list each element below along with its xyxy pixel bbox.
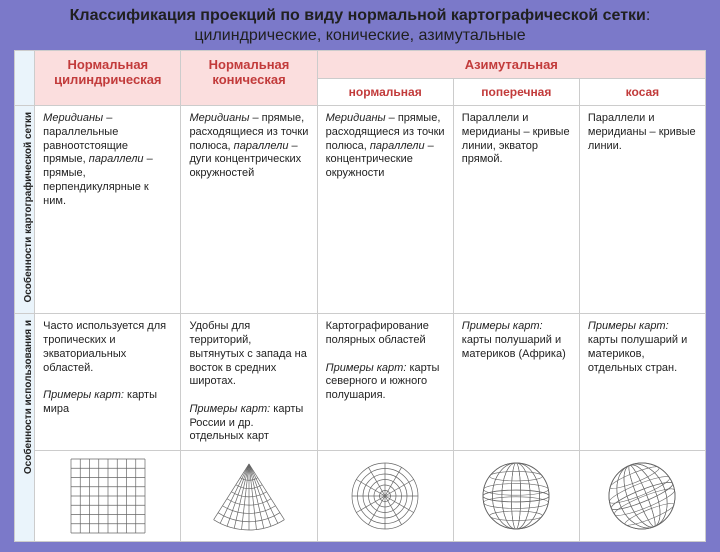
header-az-transverse: поперечная	[453, 79, 579, 106]
cell-grid-azo: Параллели и меридианы – кривые линии.	[579, 106, 705, 314]
cell-grid-azt: Параллели и меридианы – кривые линии, эк…	[453, 106, 579, 314]
title-bold: Классификация проекций по виду нормально…	[70, 7, 646, 24]
header-cylindrical: Нормальная цилиндрическая	[35, 51, 181, 106]
diagram-az-normal	[317, 451, 453, 542]
cell-grid-cyl: Меридианы – параллельные равноотстоящие …	[35, 106, 181, 314]
cell-use-azt: Примеры карт: карты полушарий и материко…	[453, 314, 579, 451]
table-row	[15, 451, 706, 542]
diagram-cylindrical	[35, 451, 181, 542]
table-row: Особенности использования и Часто исполь…	[15, 314, 706, 451]
header-conic: Нормальная коническая	[181, 51, 317, 106]
header-az-normal: нормальная	[317, 79, 453, 106]
side-label-usage: Особенности использования и	[15, 314, 35, 542]
diagram-conic	[181, 451, 317, 542]
cell-use-cyl: Часто используется для тропических и экв…	[35, 314, 181, 451]
cell-grid-azn: Меридианы – прямые, расходящиеся из точк…	[317, 106, 453, 314]
cell-grid-con: Меридианы – прямые, расходящиеся из точк…	[181, 106, 317, 314]
diagram-az-transverse	[453, 451, 579, 542]
slide-title: Классификация проекций по виду нормально…	[14, 6, 706, 46]
cell-use-con: Удобны для территорий, вытянутых с запад…	[181, 314, 317, 451]
cell-use-azo: Примеры карт: карты полушарий и материко…	[579, 314, 705, 451]
diagram-az-oblique	[579, 451, 705, 542]
header-az-oblique: косая	[579, 79, 705, 106]
table-row: Особенности картографической сетки Мерид…	[15, 106, 706, 314]
projection-table: Нормальная цилиндрическая Нормальная кон…	[14, 50, 706, 542]
side-label-grid: Особенности картографической сетки	[15, 106, 35, 314]
cell-use-azn: Картографирование полярных областейПриме…	[317, 314, 453, 451]
header-azimuthal: Азимутальная	[317, 51, 705, 79]
corner-cell	[15, 51, 35, 106]
